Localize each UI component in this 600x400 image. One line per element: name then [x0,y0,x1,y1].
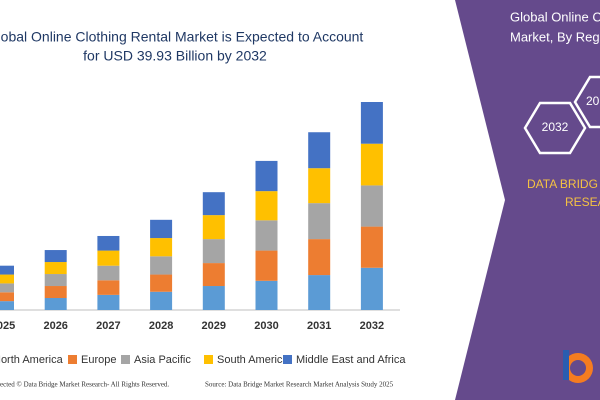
bar-segment [150,219,173,239]
bar-segment [360,267,383,310]
hex-label: 20 [586,94,600,108]
bar-segment [308,239,331,276]
bar-segment [202,239,225,264]
brand-text: RESEA [565,195,600,209]
bar-segment [0,292,14,302]
chart-title: for USD 39.93 Billion by 2032 [83,48,267,64]
x-tick-label: 2026 [43,320,67,332]
legend-label: Middle East and Africa [296,354,406,366]
bar-segment [255,160,278,192]
legend-label: Asia Pacific [134,354,191,366]
hex-label: 2032 [542,120,569,134]
x-tick-label: 2028 [149,320,173,332]
bar-segment [150,291,173,310]
legend-label: North America [0,354,64,366]
logo [563,350,593,383]
bar-segment [202,286,225,310]
bar-segment [44,262,67,275]
legend-swatch [204,355,213,364]
bar-segment [97,250,120,266]
x-tick-label: 2025 [0,320,15,332]
bar-segment [150,238,173,257]
bar-segment [202,263,225,287]
source-note: Source: Data Bridge Market Research Mark… [205,381,394,389]
bar-segment [360,226,383,268]
bar-segment [308,132,331,169]
panel-title: Market, By Regions, 2 [510,29,600,44]
bar-segment [308,203,331,240]
bar-segment [44,298,67,310]
bar-segment [202,215,225,240]
bar-segment [44,274,67,287]
bar-segment [44,250,67,263]
hexagon [523,101,587,155]
bar-segment [0,274,14,284]
bar-segment [308,275,331,310]
x-tick-label: 2027 [96,320,120,332]
legend-label: Europe [81,354,116,366]
x-tick-label: 2031 [307,320,331,332]
bar-segment [0,283,14,293]
bar-segment [202,192,225,216]
legend-swatch [121,355,130,364]
legend-swatch [68,355,77,364]
x-tick-label: 2030 [254,320,278,332]
bar-segment [97,294,120,310]
copyright-note: ected © Data Bridge Market Research- All… [0,381,169,389]
panel-title: Global Online Cl [510,9,600,24]
bar-segment [150,274,173,292]
bar-segment [97,265,120,281]
hexagon [573,75,600,129]
side-panel [455,0,600,400]
bar-segment [0,265,14,275]
chart-title: Global Online Clothing Rental Market is … [0,29,363,45]
bar-segment [97,235,120,251]
bar-segment [255,191,278,221]
bar-segment [308,168,331,204]
bar-segment [0,301,14,310]
bar-segment [255,280,278,310]
bar-segment [44,286,67,299]
bar-segment [360,102,383,144]
bar-segment [360,185,383,227]
brand-text: DATA BRIDG [527,177,598,191]
x-tick-label: 2029 [202,320,226,332]
bar-segment [360,143,383,186]
bar-segment [97,280,120,295]
legend-label: South America [217,354,289,366]
bar-segment [150,256,173,275]
bar-segment [255,250,278,281]
legend-swatch [283,355,292,364]
bar-segment [255,220,278,251]
x-tick-label: 2032 [360,320,384,332]
